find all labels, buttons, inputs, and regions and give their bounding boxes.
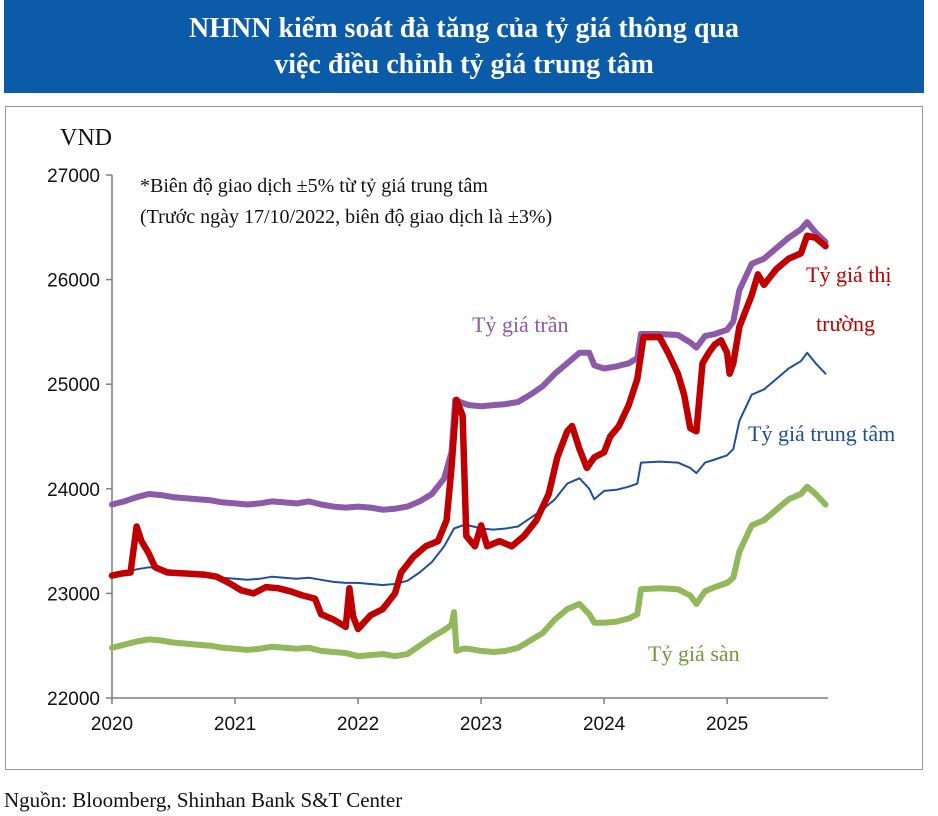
x-tick-label: 2024	[583, 714, 626, 735]
label-market-1: Tỷ giá thị	[806, 262, 892, 287]
title-banner: NHNN kiểm soát đà tăng của tỷ giá thông …	[4, 0, 924, 93]
source-note: Nguồn: Bloomberg, Shinhan Bank S&T Cente…	[4, 788, 403, 812]
series-lines	[108, 219, 829, 660]
x-tick-label: 2022	[337, 714, 379, 735]
series-line-central	[111, 351, 827, 586]
title-line-1: NHNN kiểm soát đà tăng của tỷ giá thông …	[189, 12, 739, 44]
x-tick-label: 2020	[91, 714, 133, 735]
x-tick-label: 2025	[706, 714, 748, 735]
y-tick-label: 23000	[47, 584, 100, 605]
label-ceiling: Tỷ giá trần	[472, 312, 569, 337]
chart-frame	[5, 106, 923, 770]
y-tick-label: 24000	[47, 480, 100, 501]
x-tick-label: 2023	[460, 714, 502, 735]
title-line-2: việc điều chỉnh tỷ giá trung tâm	[274, 48, 654, 80]
y-tick-label: 27000	[47, 166, 100, 187]
y-ticks: 22000 23000 24000 25000 26000 27000	[47, 166, 112, 710]
y-axis-label: VND	[60, 125, 112, 151]
label-floor: Tỷ giá sàn	[648, 641, 740, 666]
x-ticks: 2020 2021 2022 2023 2024 2025	[91, 698, 748, 735]
label-market-2: trường	[816, 311, 875, 336]
note-line-2: (Trước ngày 17/10/2022, biên độ giao dịc…	[140, 206, 552, 228]
x-tick-label: 2021	[214, 714, 256, 735]
note-line-1: *Biên độ giao dịch ±5% từ tỷ giá trung t…	[140, 175, 488, 197]
series-line-market	[108, 232, 829, 633]
series-line-ceiling	[109, 219, 829, 513]
y-tick-label: 26000	[47, 271, 100, 292]
series-line-floor	[109, 483, 829, 660]
label-central: Tỷ giá trung tâm	[748, 421, 895, 446]
axes	[111, 175, 828, 699]
y-tick-label: 22000	[47, 689, 100, 710]
y-tick-label: 25000	[47, 375, 100, 396]
